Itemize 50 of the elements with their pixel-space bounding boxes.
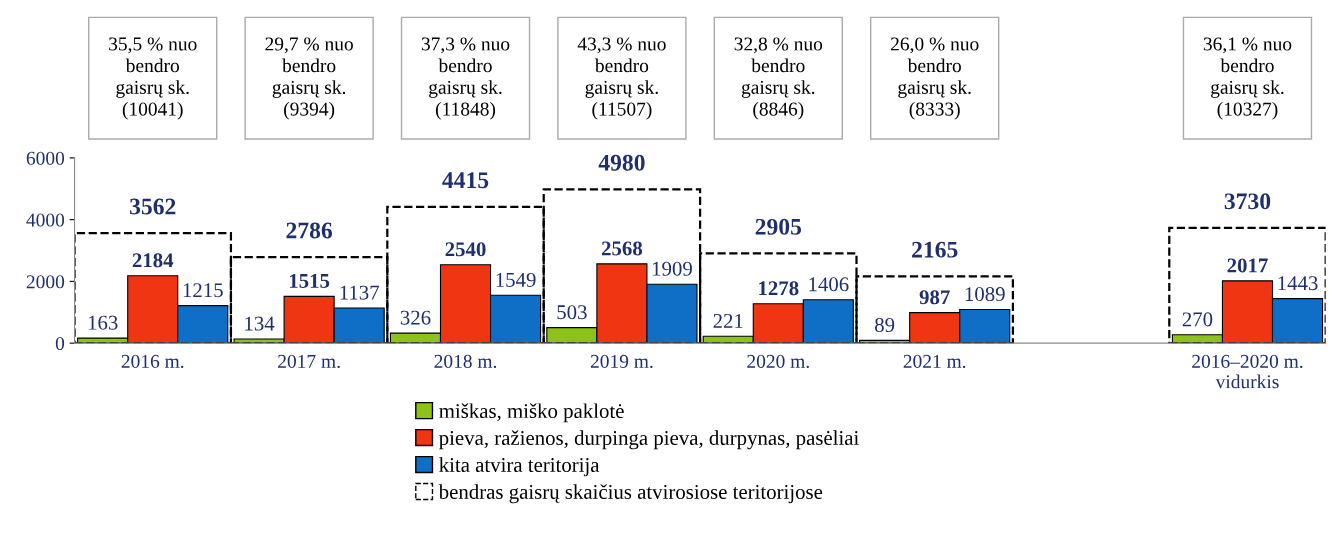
legend-label: bendras gaisrų skaičius atvirosiose teritorijose xyxy=(438,484,823,504)
legend-label: kita atvira teritorija xyxy=(439,457,600,477)
x-tick-label: 2019 m. xyxy=(590,354,653,369)
data-label: 1443 xyxy=(1278,276,1318,291)
data-label: 4415 xyxy=(442,172,489,189)
data-label: 4980 xyxy=(598,154,645,171)
text: 37,3 % nuo bendro gaisrų sk. (11848) xyxy=(421,37,510,120)
data-label: 221 xyxy=(713,313,743,328)
y-tick-label: 2000 xyxy=(26,275,65,289)
legend-label: pieva, ražienos, durpinga pieva, durpynas, pasėliai xyxy=(439,430,859,450)
data-label: 1215 xyxy=(183,283,223,298)
y-tick-label: 6000 xyxy=(26,151,65,165)
data-label: 2568 xyxy=(601,241,643,256)
data-label: 163 xyxy=(88,315,118,330)
text: 29,7 % nuo bendro gaisrų sk. (9394) xyxy=(265,37,353,120)
data-label: 134 xyxy=(245,316,275,331)
x-tick-label: 2017 m. xyxy=(278,354,340,369)
text: 43,3 % nuo bendro gaisrų sk. (11507) xyxy=(577,37,666,120)
data-label: 2017 xyxy=(1227,258,1268,273)
data-label: 1406 xyxy=(809,277,849,292)
text: 36,1 % nuo bendro gaisrų sk. (10327) xyxy=(1203,37,1292,120)
data-label: 2905 xyxy=(755,218,802,235)
data-label: 326 xyxy=(400,310,431,325)
data-label: 503 xyxy=(557,305,587,320)
text: 26,0 % nuo bendro gaisrų sk. (8333) xyxy=(890,37,979,120)
x-tick-label: 2021 m. xyxy=(903,354,966,369)
x-tick-label: 2016–2020 m. vidurkis xyxy=(1192,354,1303,389)
data-label: 1909 xyxy=(652,261,692,276)
x-tick-label: 2020 m. xyxy=(747,354,809,369)
data-label: 3730 xyxy=(1224,193,1271,210)
data-label: 3562 xyxy=(130,198,176,215)
data-label: 1278 xyxy=(759,281,799,296)
data-label: 2786 xyxy=(286,222,333,239)
data-label: 2184 xyxy=(132,253,174,268)
data-label: 1515 xyxy=(289,274,330,288)
data-label: 987 xyxy=(919,290,950,305)
data-label: 270 xyxy=(1182,312,1213,327)
data-label: 2165 xyxy=(912,241,958,258)
text: 32,8 % nuo bendro gaisrų sk. (8846) xyxy=(734,37,823,120)
x-tick-label: 2018 m. xyxy=(434,354,497,369)
data-label: 1137 xyxy=(340,285,380,300)
data-label: 1089 xyxy=(965,287,1005,302)
y-tick-label: 4000 xyxy=(26,213,65,227)
data-label: 89 xyxy=(875,317,895,332)
data-label: 2540 xyxy=(445,242,486,257)
legend-label: miškas, miško paklotė xyxy=(439,403,624,423)
x-tick-label: 2016 m. xyxy=(121,354,184,369)
text: 35,5 % nuo bendro gaisrų sk. (10041) xyxy=(109,37,197,120)
data-label: 1549 xyxy=(496,272,536,287)
y-tick-label: 0 xyxy=(55,336,65,351)
